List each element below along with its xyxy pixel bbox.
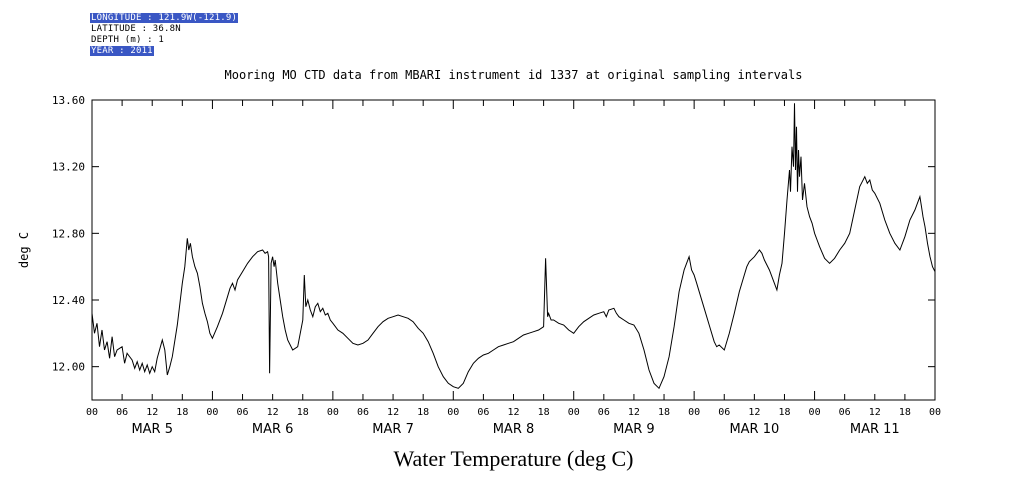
- x-tick-label: 06: [839, 407, 851, 418]
- x-tick-label: 18: [538, 407, 550, 418]
- chart-title: Mooring MO CTD data from MBARI instrumen…: [224, 68, 803, 82]
- x-tick-label: 00: [206, 407, 218, 418]
- y-tick-label: 12.40: [52, 294, 85, 307]
- x-tick-label: 06: [237, 407, 249, 418]
- temperature-line: [91, 103, 936, 390]
- x-tick-label: 00: [688, 407, 700, 418]
- x-tick-label: 18: [899, 407, 911, 418]
- temperature-chart: 12.00 12.40 12.80 13.20 13.60 00 06 12 18 00 06 12 1…: [17, 94, 941, 437]
- y-tick-label: 12.80: [52, 227, 85, 240]
- x-tick-label: 18: [297, 407, 309, 418]
- x-tick-label: 12: [507, 407, 519, 418]
- day-label: MAR 8: [493, 422, 535, 437]
- x-tick-label: 00: [568, 407, 580, 418]
- x-tick-label: 00: [86, 407, 98, 418]
- x-tick-label: 18: [778, 407, 790, 418]
- x-tick-label: 12: [267, 407, 279, 418]
- y-tick-label: 13.60: [52, 94, 85, 107]
- x-tick-label: 12: [748, 407, 760, 418]
- x-tick-label: 12: [146, 407, 158, 418]
- chart-caption: Water Temperature (deg C): [393, 446, 634, 471]
- day-label: MAR 6: [252, 422, 294, 437]
- day-label: MAR 11: [850, 422, 900, 437]
- x-tick-label: 00: [447, 407, 459, 418]
- metadata-line: YEAR : 2011: [90, 46, 154, 56]
- metadata-header: LONGITUDE : 121.9W(-121.9) LATITUDE : 36.…: [90, 13, 239, 57]
- x-tick-label: 06: [357, 407, 369, 418]
- y-tick-label: 12.00: [52, 361, 85, 374]
- day-label: MAR 10: [729, 422, 779, 437]
- x-tick-label: 06: [598, 407, 610, 418]
- x-tick-label: 06: [718, 407, 730, 418]
- metadata-line: LATITUDE : 36.8N: [91, 24, 181, 34]
- x-tick-label: 12: [869, 407, 881, 418]
- x-tick-label: 12: [387, 407, 399, 418]
- x-tick-label: 06: [477, 407, 489, 418]
- y-axis-label: deg C: [17, 232, 31, 268]
- day-label: MAR 5: [131, 422, 173, 437]
- day-label: MAR 7: [372, 422, 414, 437]
- metadata-line: LONGITUDE : 121.9W(-121.9): [90, 13, 239, 23]
- x-tick-label: 18: [176, 407, 188, 418]
- plot-frame: [91, 99, 936, 401]
- x-tick-label: 00: [809, 407, 821, 418]
- x-tick-label: 00: [327, 407, 339, 418]
- x-tick-label: 12: [628, 407, 640, 418]
- x-tick-label: 00: [929, 407, 941, 418]
- y-tick-label: 13.20: [52, 161, 85, 174]
- metadata-line: DEPTH (m) : 1: [91, 35, 165, 45]
- x-tick-label: 18: [417, 407, 429, 418]
- x-tick-label: 06: [116, 407, 128, 418]
- x-tick-label: 18: [658, 407, 670, 418]
- day-label: MAR 9: [613, 422, 655, 437]
